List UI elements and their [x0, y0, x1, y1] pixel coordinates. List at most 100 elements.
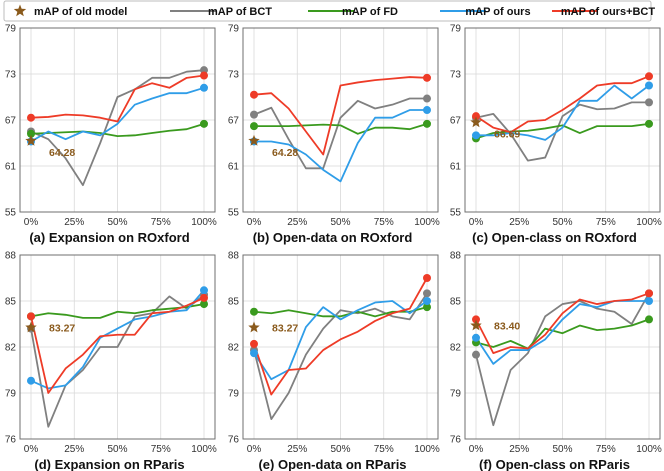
series-line-map-of-ours-bct: [30, 297, 205, 394]
legend-label: mAP of ours+BCT: [561, 6, 656, 18]
series-point-map-of-fd: [645, 119, 653, 128]
series-point-map-of-ours-bct: [250, 90, 258, 99]
series-line-map-of-bct: [30, 69, 205, 187]
y-tick-label: 67: [5, 116, 17, 127]
series-line-map-of-ours: [30, 86, 205, 143]
legend-label: mAP of FD: [342, 6, 398, 18]
series-line-map-of-bct: [475, 292, 650, 427]
x-tick-label: 75%: [374, 444, 394, 455]
old-model-star: [25, 134, 37, 146]
x-tick-label: 100%: [636, 217, 662, 228]
y-tick-label: 61: [228, 162, 240, 173]
series-point-map-of-bct: [250, 110, 258, 119]
legend-item-map-of-ours-bct: mAP of ours+BCT: [552, 6, 655, 18]
plot-frame: [242, 27, 439, 213]
series-line-map-of-ours-bct: [475, 75, 650, 134]
x-tick-label: 50%: [330, 444, 350, 455]
x-tick-label: 50%: [552, 444, 572, 455]
old-model-label: 83.40: [494, 321, 520, 333]
y-tick-label: 67: [450, 116, 462, 127]
y-tick-label: 79: [5, 389, 17, 400]
legend-item-map-of-bct: mAP of BCT: [170, 6, 272, 18]
y-tick-label: 79: [5, 24, 17, 35]
series-point-map-of-ours: [27, 376, 35, 385]
series-line-map-of-ours: [30, 289, 205, 390]
legend-star-marker: [13, 4, 27, 17]
legend: mAP of old model mAP of BCT mAP of FD mAP o…: [3, 0, 655, 22]
series-point-map-of-ours: [200, 83, 208, 92]
x-tick-label: 25%: [64, 444, 84, 455]
y-tick-label: 88: [450, 251, 462, 262]
series-point-map-of-bct: [423, 94, 431, 103]
y-tick-label: 85: [450, 297, 462, 308]
chart-caption: (f) Open-class on RParis: [479, 457, 630, 471]
x-tick-label: 100%: [414, 444, 440, 455]
chart-caption: (e) Open-data on RParis: [258, 457, 406, 471]
series-point-map-of-ours-bct: [645, 289, 653, 298]
series-point-map-of-fd: [423, 303, 431, 312]
series-line-map-of-fd: [30, 122, 205, 138]
chart-caption: (b) Open-data on ROxford: [253, 230, 413, 245]
old-model-star: [248, 321, 260, 333]
series-point-map-of-fd: [200, 300, 208, 309]
y-tick-label: 88: [228, 251, 240, 262]
series-point-map-of-fd: [200, 119, 208, 128]
plot-frame: [19, 254, 216, 440]
legend-label: mAP of ours: [465, 6, 530, 18]
y-tick-label: 79: [228, 389, 240, 400]
series-point-map-of-ours: [472, 333, 480, 342]
legend-label: mAP of BCT: [208, 6, 272, 18]
x-tick-label: 75%: [374, 217, 394, 228]
series-point-map-of-ours: [645, 81, 653, 90]
y-tick-label: 82: [450, 343, 462, 354]
y-tick-label: 76: [5, 435, 17, 446]
series-point-map-of-ours-bct: [27, 113, 35, 122]
plot-frame: [464, 27, 661, 213]
y-tick-label: 73: [5, 70, 17, 81]
series-point-map-of-bct: [472, 350, 480, 359]
series-point-map-of-ours-bct: [423, 274, 431, 282]
series-point-map-of-ours: [250, 349, 258, 358]
y-tick-label: 76: [228, 435, 240, 446]
y-tick-label: 67: [228, 116, 240, 127]
series-line-map-of-ours-bct: [30, 74, 205, 123]
series-point-map-of-ours-bct: [472, 315, 480, 324]
x-tick-label: 0%: [24, 217, 39, 228]
series-point-map-of-ours-bct: [472, 112, 480, 121]
x-tick-label: 25%: [287, 217, 307, 228]
old-model-label: 83.27: [49, 323, 75, 335]
x-tick-label: 50%: [330, 217, 350, 228]
series-line-map-of-bct: [253, 292, 428, 420]
legend-item-map-of-fd: mAP of FD: [308, 6, 398, 18]
series-line-map-of-ours-bct: [253, 76, 428, 156]
chart-panel-d-expansion-on-rparis: 76 79 82 85 88 0% 25% 50% 75% 100% 83.27 (d) Expans…: [5, 251, 217, 471]
series-point-map-of-fd: [423, 119, 431, 128]
chart-panel-a-expansion-on-roxford: 55 61 67 73 79 0% 25% 50% 75% 100% 64.28 (a) Expans…: [5, 24, 217, 246]
old-model-label: 64.28: [49, 147, 75, 159]
chart-caption: (a) Expansion on ROxford: [29, 230, 189, 245]
series-point-map-of-fd: [27, 129, 35, 138]
y-tick-label: 82: [5, 343, 17, 354]
x-tick-label: 0%: [469, 217, 484, 228]
series-line-map-of-ours-bct: [475, 292, 650, 355]
old-model-star: [470, 319, 482, 331]
series-point-map-of-bct: [423, 289, 431, 298]
series-line-map-of-ours: [476, 84, 650, 141]
y-tick-label: 82: [228, 343, 240, 354]
x-tick-label: 50%: [107, 217, 127, 228]
series-point-map-of-ours: [472, 131, 480, 140]
series-point-map-of-ours-bct: [200, 293, 208, 302]
series-line-map-of-ours-bct: [253, 277, 428, 396]
series-point-map-of-fd: [250, 122, 258, 131]
series-line-map-of-fd: [254, 122, 428, 135]
old-model-label: 66.69: [494, 128, 520, 140]
plot-frame: [464, 254, 661, 440]
x-tick-label: 0%: [24, 444, 39, 455]
y-tick-label: 85: [5, 297, 17, 308]
series-point-map-of-fd: [645, 315, 653, 324]
series-line-map-of-bct: [253, 97, 427, 170]
y-tick-label: 61: [450, 162, 462, 173]
series-line-map-of-fd: [475, 122, 650, 140]
series-point-map-of-ours-bct: [645, 72, 653, 81]
